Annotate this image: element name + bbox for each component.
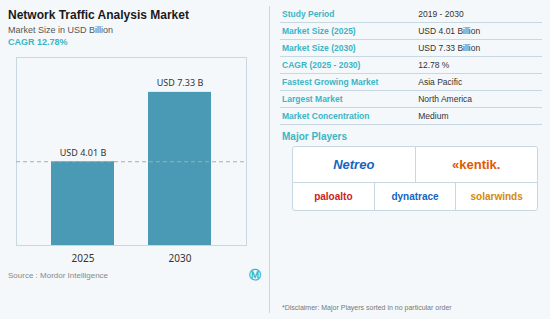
- html-text:USD 4.01 Billion: USD 4.01 Billion: [418, 26, 481, 36]
- html-text:dynatrace: dynatrace: [391, 191, 439, 202]
- html-text:USD 7.33 Billion: USD 7.33 Billion: [418, 43, 481, 53]
- html-text:solarwinds: solarwinds: [470, 191, 523, 202]
- html-text:Largest Market: Largest Market: [282, 94, 343, 104]
- html-text:Study Period: Study Period: [282, 9, 335, 19]
- html-text:North America: North America: [418, 94, 473, 104]
- html-text:Market Concentration: Market Concentration: [282, 111, 370, 121]
- html-text:Major Players: Major Players: [282, 131, 347, 142]
- html-text:Source : Mordor Intelligence: Source : Mordor Intelligence: [8, 271, 109, 280]
- html-text:Fastest Growing Market: Fastest Growing Market: [282, 77, 379, 87]
- html-text:paloalto: paloalto: [314, 191, 353, 202]
- svg-text:USD 7.33 B: USD 7.33 B: [157, 76, 204, 89]
- html-text:CAGR 12.78%: CAGR 12.78%: [8, 37, 68, 47]
- html-text:12.78 %: 12.78 %: [418, 60, 450, 70]
- svg-text:2025: 2025: [72, 251, 95, 265]
- html-text:Market Size (2030): Market Size (2030): [282, 43, 356, 53]
- svg-text:USD 4.01 B: USD 4.01 B: [60, 146, 107, 159]
- html-text:CAGR (2025 - 2030): CAGR (2025 - 2030): [282, 60, 361, 70]
- svg-text:2030: 2030: [169, 251, 192, 265]
- html-text:Market Size (2025): Market Size (2025): [282, 26, 356, 36]
- html-text:*Disclaimer: Major Players sor: *Disclaimer: Major Players sorted in no …: [282, 304, 452, 311]
- html-text:2019 - 2030: 2019 - 2030: [418, 9, 464, 19]
- html-text:«kentik.: «kentik.: [452, 157, 501, 172]
- html-text:Market Size in USD Billion: Market Size in USD Billion: [8, 25, 113, 35]
- html-text:Asia Pacific: Asia Pacific: [418, 77, 463, 87]
- html-text:Netreo: Netreo: [333, 157, 375, 172]
- html-text:Network Traffic Analysis Marke: Network Traffic Analysis Market: [8, 8, 189, 22]
- html-text:Medium: Medium: [418, 111, 449, 121]
